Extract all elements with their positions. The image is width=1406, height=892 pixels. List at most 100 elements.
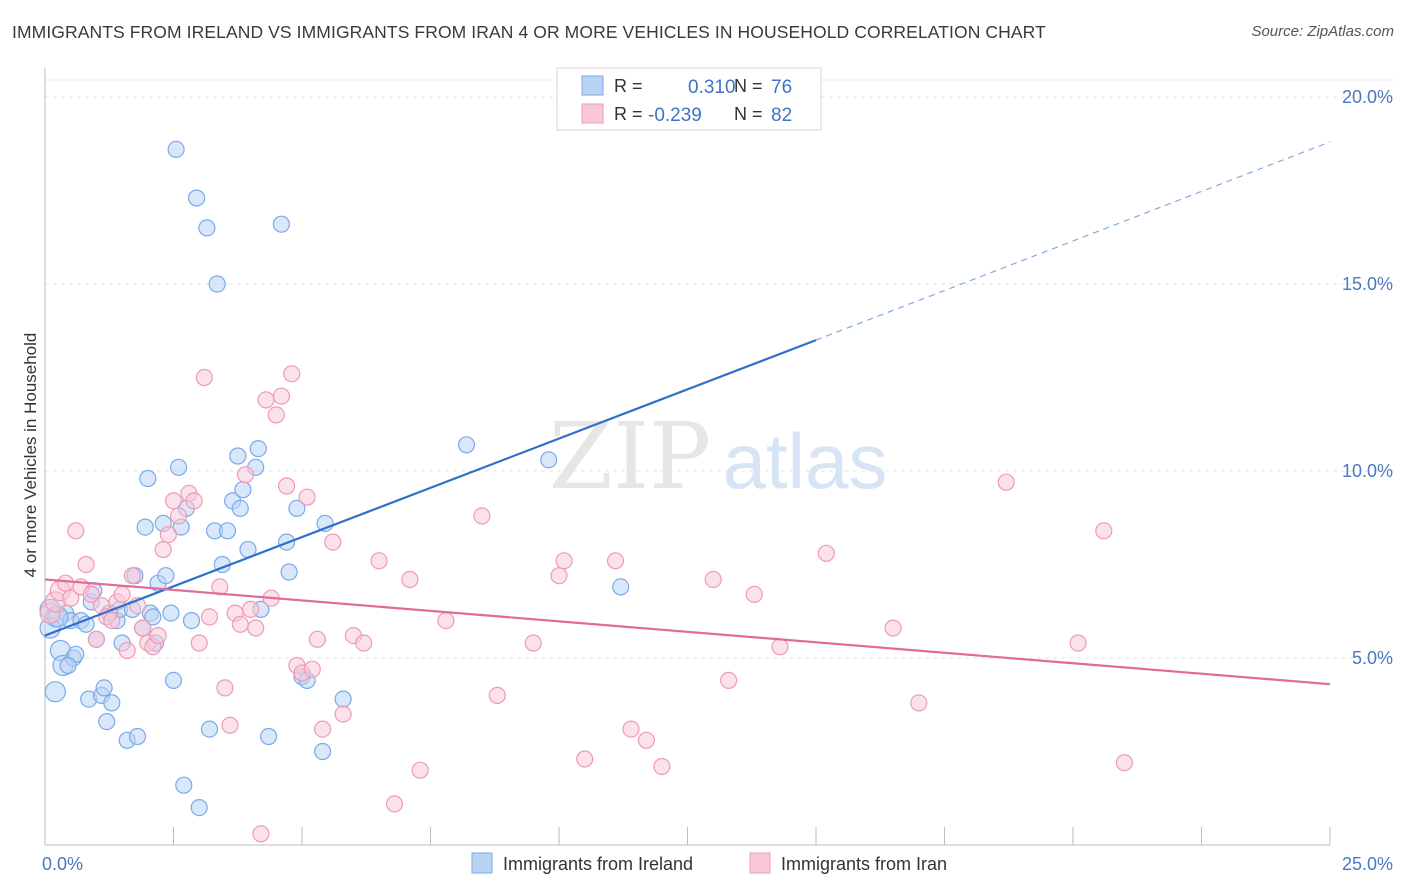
- iran-point-69: [637, 731, 656, 749]
- bottom-legend-label-iran: Immigrants from Iran: [781, 854, 947, 874]
- iran-point-27: [185, 492, 203, 510]
- iran-point-55: [355, 634, 373, 652]
- y-tick-label-3: 20.0%: [1342, 87, 1393, 107]
- iran-point-57: [385, 795, 404, 813]
- legend-r-value-iran: -0.239: [648, 105, 702, 126]
- iran-point-32: [216, 679, 234, 697]
- ireland-point-66: [314, 742, 332, 761]
- iran-point-74: [771, 638, 789, 656]
- ireland-point-36: [164, 671, 183, 690]
- ireland-point-70: [540, 451, 558, 469]
- iran-point-7: [77, 555, 95, 574]
- gridlines: [45, 79, 1395, 659]
- ireland-trend-line: [44, 339, 817, 637]
- legend-swatch-iran: [581, 103, 604, 124]
- bottom-legend-swatch-ireland: [471, 852, 493, 874]
- watermark: ZIP atlas: [549, 403, 887, 510]
- bottom-legend: Immigrants from Ireland Immigrants from …: [471, 852, 947, 874]
- iran-point-81: [1115, 754, 1134, 772]
- ireland-point-37: [167, 140, 185, 158]
- ireland-point-57: [249, 440, 267, 458]
- iran-point-22: [154, 540, 172, 559]
- ireland-point-17: [95, 679, 113, 697]
- iran-point-30: [200, 608, 219, 626]
- iran-point-31: [211, 578, 229, 596]
- iran-point-67: [606, 552, 625, 570]
- iran-point-70: [653, 757, 671, 776]
- iran-point-18: [134, 619, 152, 637]
- ireland-point-60: [272, 215, 290, 233]
- iran-point-64: [550, 567, 568, 585]
- ireland-point-43: [188, 189, 206, 207]
- iran-point-12: [103, 611, 121, 630]
- series-iran-points: [39, 365, 1134, 843]
- iran-point-45: [283, 365, 301, 383]
- tick-labels: 5.0% 10.0% 15.0% 20.0% 0.0% 25.0%: [42, 87, 1393, 874]
- iran-point-79: [1069, 634, 1087, 652]
- x-tick-label-1: 25.0%: [1342, 854, 1393, 874]
- iran-point-78: [997, 473, 1015, 491]
- axes: [44, 68, 1331, 846]
- iran-point-39: [252, 825, 270, 843]
- ireland-point-48: [208, 275, 226, 293]
- iran-point-76: [884, 619, 902, 637]
- ireland-point-40: [175, 776, 193, 794]
- iran-point-37: [242, 600, 260, 619]
- iran-point-53: [334, 705, 352, 723]
- ireland-point-54: [234, 481, 252, 499]
- iran-point-43: [272, 387, 290, 405]
- iran-point-16: [123, 567, 141, 585]
- ireland-point-59: [260, 727, 278, 746]
- iran-point-77: [910, 694, 928, 712]
- iran-point-9: [87, 630, 106, 648]
- iran-point-50: [308, 630, 326, 648]
- iran-point-61: [473, 507, 491, 525]
- x-tick-label-0: 0.0%: [42, 854, 83, 874]
- iran-point-15: [118, 641, 136, 660]
- legend-n-value-iran: 82: [771, 105, 792, 126]
- iran-point-49: [303, 660, 321, 678]
- ireland-point-53: [231, 499, 249, 517]
- iran-point-38: [247, 619, 265, 637]
- iran-point-52: [324, 533, 342, 551]
- iran-point-24: [164, 492, 183, 510]
- iran-point-63: [524, 634, 542, 652]
- ireland-point-44: [190, 798, 208, 817]
- iran-point-5: [67, 522, 85, 540]
- ireland-point-52: [229, 447, 247, 465]
- iran-point-29: [195, 368, 213, 387]
- iran-point-8: [82, 585, 100, 604]
- iran-point-58: [401, 570, 419, 589]
- legend-r-label-ireland: R =: [614, 76, 643, 96]
- iran-point-68: [622, 720, 640, 738]
- ireland-point-73: [59, 656, 77, 675]
- iran-point-59: [411, 761, 429, 779]
- legend-n-label-ireland: N =: [734, 76, 763, 96]
- legend-swatch-ireland: [581, 75, 604, 96]
- y-tick-label-0: 5.0%: [1352, 648, 1393, 668]
- ireland-point-3: [44, 681, 66, 703]
- ireland-point-45: [198, 219, 216, 237]
- y-tick-label-1: 10.0%: [1342, 461, 1393, 481]
- iran-point-21: [149, 626, 167, 645]
- ireland-point-34: [157, 567, 175, 585]
- iran-point-56: [370, 552, 388, 570]
- ireland-point-29: [139, 469, 157, 488]
- ireland-point-28: [136, 518, 154, 536]
- iran-point-71: [704, 570, 722, 589]
- iran-point-66: [576, 750, 594, 768]
- ireland-point-50: [218, 522, 237, 540]
- iran-point-28: [190, 634, 208, 652]
- iran-trend-line: [44, 578, 1331, 686]
- iran-point-36: [236, 466, 255, 484]
- iran-point-72: [719, 671, 738, 690]
- ireland-trend-extension: [815, 141, 1331, 341]
- ireland-point-62: [280, 563, 298, 581]
- ireland-point-38: [170, 458, 188, 476]
- iran-point-42: [267, 406, 285, 424]
- iran-point-75: [817, 544, 835, 562]
- iran-point-48: [298, 488, 316, 506]
- top-legend: R = 0.310 N = 76 R = -0.239 N = 82: [556, 67, 822, 131]
- ireland-point-68: [334, 690, 352, 708]
